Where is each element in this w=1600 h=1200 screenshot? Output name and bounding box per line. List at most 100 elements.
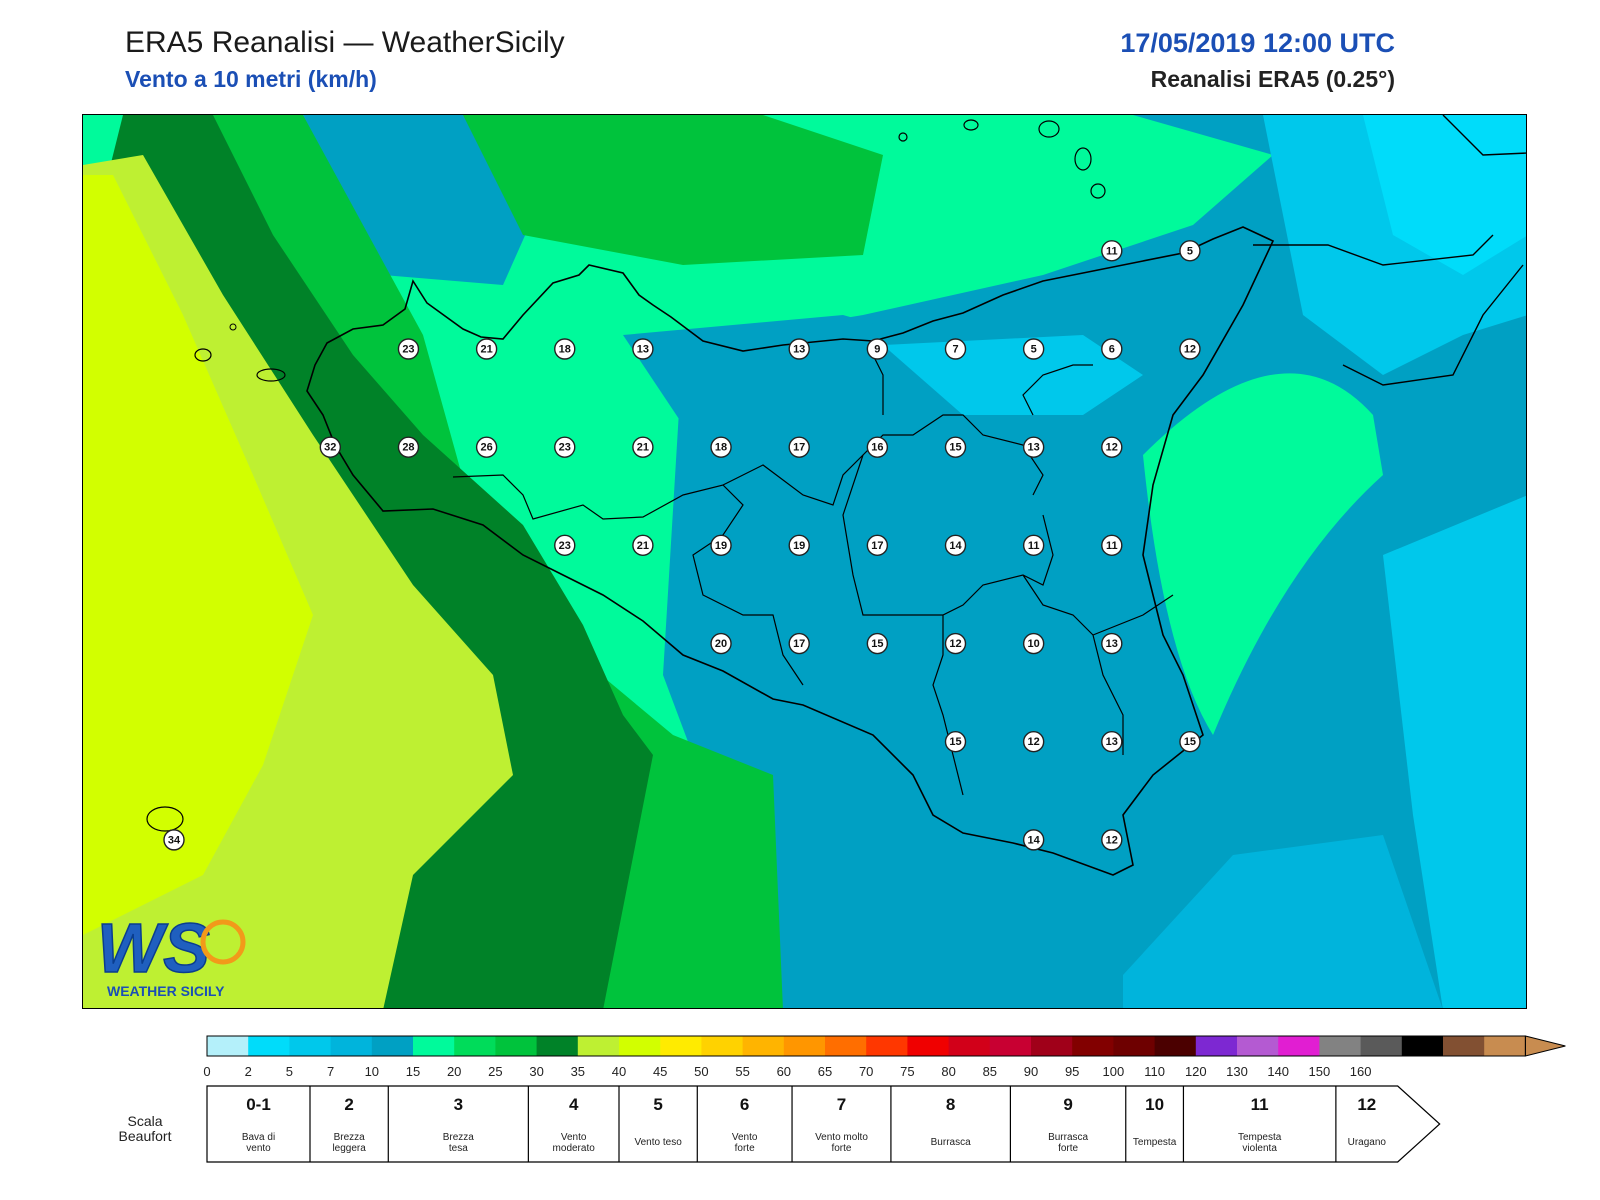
station-value: 5: [1031, 344, 1037, 356]
weathersicily-logo: WS WEATHER SICILY: [96, 906, 257, 1001]
station-value: 13: [1106, 638, 1118, 650]
colorbar-swatch: [619, 1036, 661, 1056]
station-circle: [866, 632, 889, 655]
beaufort-desc: Vento molto: [815, 1132, 868, 1143]
station-marker: 11: [1101, 240, 1123, 262]
beaufort-desc: Vento: [732, 1132, 758, 1143]
station-marker: 19: [788, 534, 810, 557]
beaufort-desc: tesa: [449, 1143, 468, 1154]
colorbar-tick-label: 45: [653, 1064, 667, 1079]
station-marker: 18: [554, 338, 576, 360]
logo-text: WEATHER SICILY: [107, 983, 225, 999]
beaufort-desc: forte: [831, 1143, 851, 1154]
station-marker: 16: [866, 436, 889, 458]
colorbar-swatch: [701, 1036, 744, 1056]
legend: 0 2 5 7 10 15 20 25 30 35 40 45 50 55 60 65 70 75 80 85 90 95…: [119, 1035, 1566, 1163]
beaufort-number: 6: [740, 1095, 749, 1114]
beaufort-frame: [206, 1085, 1441, 1163]
beaufort-number: 5: [653, 1095, 662, 1114]
station-marker: 23: [554, 436, 576, 458]
station-value: 12: [1028, 736, 1040, 748]
station-marker: 12: [1179, 338, 1201, 360]
beaufort-desc: Tempesta: [1238, 1132, 1282, 1143]
colorbar-swatch: [742, 1036, 785, 1056]
island-salina: [1038, 120, 1060, 138]
colorbar-swatch: [1443, 1036, 1485, 1056]
island-lipari: [1074, 147, 1092, 171]
colorbar-swatch: [454, 1036, 496, 1056]
station-marker: 15: [866, 632, 889, 655]
station-marker: 12: [944, 632, 967, 655]
beaufort-cell: 12 Uragano: [1348, 1095, 1387, 1148]
band-35-40: [83, 175, 313, 935]
station-circle: [475, 338, 498, 360]
station-circle: [632, 338, 654, 360]
station-circle: [866, 338, 889, 360]
beaufort-desc: Burrasca: [931, 1137, 971, 1148]
calabria-coastline-north: [1442, 115, 1526, 156]
station-marker: 13: [632, 338, 654, 360]
station-marker: 11: [1101, 534, 1123, 557]
station-value: 26: [480, 442, 492, 454]
colorbar-swatch: [660, 1036, 702, 1056]
beaufort-label-line2: Beaufort: [119, 1128, 172, 1144]
map-subtitle: Vento a 10 metri (km/h): [125, 66, 377, 92]
station-value: 14: [1028, 834, 1041, 846]
province-boundaries: [452, 354, 1174, 796]
station-circle: [944, 534, 967, 557]
colorbar-swatch: [330, 1036, 373, 1056]
station-circle: [866, 534, 889, 557]
station-circle: [632, 534, 654, 557]
colorbar-ticks: 0 2 5 7 10 15 20 25 30 35 40 45 50 55 60 65 70 75 80 85 90 95…: [203, 1064, 1371, 1079]
beaufort-number: 12: [1357, 1095, 1376, 1114]
station-value: 32: [324, 442, 336, 454]
station-circle: [319, 436, 342, 458]
colorbar-tick-label: 120: [1185, 1064, 1207, 1079]
beaufort-desc: Brezza: [443, 1132, 475, 1143]
station-circle: [710, 632, 732, 655]
colorbar-swatch: [866, 1036, 908, 1056]
station-marker: 15: [944, 436, 967, 458]
station-marker: 12: [1101, 829, 1123, 851]
beaufort-number: 4: [569, 1095, 579, 1114]
beaufort-cell: 8 Burrasca: [931, 1095, 971, 1148]
beaufort-label-line1: Scala: [127, 1113, 162, 1129]
station-circle: [1101, 731, 1123, 753]
station-marker: 19: [710, 534, 732, 557]
colorbar-swatch: [1113, 1036, 1156, 1056]
colorbar-tick-label: 40: [612, 1064, 626, 1079]
beaufort-number: 7: [837, 1095, 846, 1114]
station-marker: 21: [632, 436, 654, 458]
island-filicudi: [963, 119, 979, 131]
colorbar-tick-label: 160: [1350, 1064, 1372, 1079]
station-circle: [710, 534, 732, 557]
station-value: 14: [949, 540, 962, 552]
station-marker: 13: [788, 338, 810, 360]
station-circle: [1101, 436, 1123, 458]
station-circle: [1022, 436, 1045, 458]
station-circle: [1101, 240, 1123, 262]
station-value: 7: [952, 344, 958, 356]
station-value: 6: [1109, 344, 1115, 356]
colorbar-tick-label: 55: [735, 1064, 749, 1079]
station-value: 23: [559, 540, 571, 552]
station-marker: 17: [788, 436, 810, 458]
station-circle: [944, 338, 967, 360]
station-marker: 14: [1022, 829, 1045, 851]
beaufort-desc: Burrasca: [1048, 1132, 1088, 1143]
station-circle: [1022, 829, 1045, 851]
colorbar-tick-label: 7: [327, 1064, 334, 1079]
colorbar-tick-label: 85: [983, 1064, 997, 1079]
station-circle: [1101, 338, 1123, 360]
valid-datetime: 17/05/2019 12:00 UTC: [1120, 28, 1395, 58]
station-markers: 11 5 23 21 18 13 13 9 7 5 6 12 32 28 26 23 21 18 17 16 15 13 1…: [163, 240, 1201, 851]
beaufort-desc: Vento teso: [635, 1137, 683, 1148]
calabria-coastline-south: [1342, 264, 1524, 386]
station-marker: 21: [632, 534, 654, 557]
colorbar-swatch: [1154, 1036, 1197, 1056]
